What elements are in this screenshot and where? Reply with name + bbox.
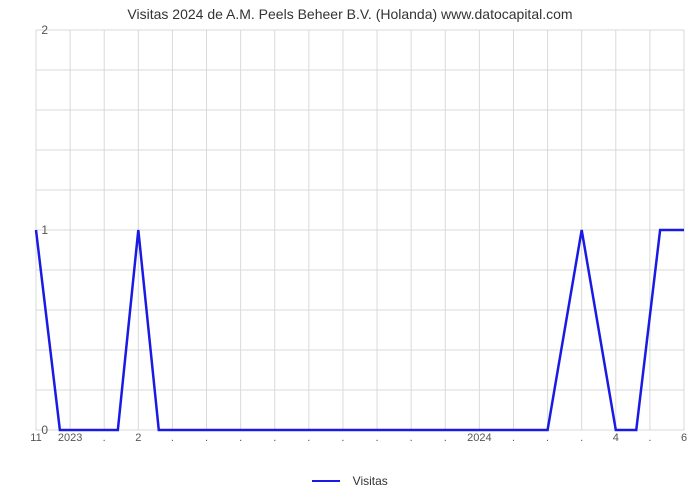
x-tick-label: . (171, 432, 174, 444)
x-tick-label: . (546, 432, 549, 444)
chart-legend: Visitas (0, 472, 700, 490)
chart-title: Visitas 2024 de A.M. Peels Beheer B.V. (… (0, 6, 700, 22)
x-tick-label: . (580, 432, 583, 444)
x-tick-label: . (410, 432, 413, 444)
y-tick-label: 1 (41, 223, 48, 237)
x-tick-label: 2023 (58, 432, 82, 444)
chart-plot-area (36, 30, 684, 430)
chart-svg (36, 30, 684, 430)
legend-label: Visitas (353, 474, 388, 488)
x-tick-label: . (376, 432, 379, 444)
x-tick-label: . (239, 432, 242, 444)
x-tick-label: 2024 (467, 432, 491, 444)
x-tick-label: . (444, 432, 447, 444)
x-tick-label: . (307, 432, 310, 444)
x-tick-label: . (648, 432, 651, 444)
x-tick-label: 6 (681, 432, 687, 444)
x-axis-ticks: 112023.2.........2024...4.6 (36, 432, 684, 452)
x-tick-label: . (103, 432, 106, 444)
x-tick-label: . (205, 432, 208, 444)
legend-swatch (312, 480, 340, 482)
y-tick-label: 2 (41, 23, 48, 37)
x-tick-label: 2 (135, 432, 141, 444)
x-tick-label: . (341, 432, 344, 444)
x-tick-label: 4 (613, 432, 619, 444)
x-tick-label: 11 (30, 432, 41, 444)
x-tick-label: . (512, 432, 515, 444)
x-tick-label: . (273, 432, 276, 444)
